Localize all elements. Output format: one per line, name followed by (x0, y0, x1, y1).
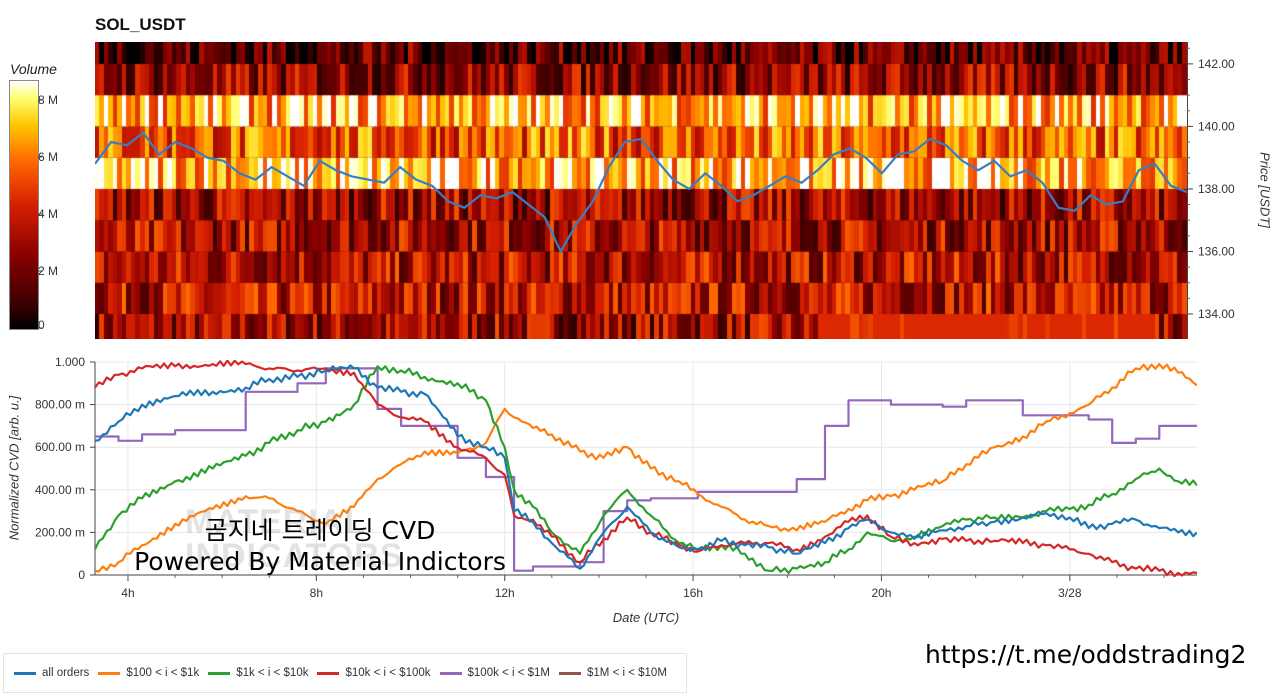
cvd-series-line (95, 363, 1197, 573)
cvd-series-line (95, 364, 1197, 570)
legend-swatch (559, 671, 581, 675)
legend-item[interactable]: $10k < i < $100k (317, 667, 431, 679)
legend-item[interactable]: $100 < i < $1k (98, 667, 199, 679)
cvd-y-axis-label: Normalized CVD [arb. u.] (6, 395, 22, 541)
cvd-y-tick-label: 800.00 m (35, 398, 85, 412)
legend-swatch (98, 671, 121, 675)
price-tick-label: 140.00 (1198, 119, 1235, 133)
cvd-series-line (95, 360, 1197, 577)
colorbar-tick-label: 2 M (38, 264, 58, 278)
telegram-url[interactable]: https://t.me/oddstrading2 (925, 640, 1247, 669)
cvd-series-line (95, 365, 1197, 575)
legend-swatch (317, 671, 340, 675)
price-tick-label: 134.00 (1198, 307, 1235, 321)
colorbar-tick-label: 4 M (38, 207, 58, 221)
volume-heatmap[interactable] (95, 42, 1187, 339)
cvd-y-tick-label: 0 (78, 568, 85, 582)
price-tick-label: 142.00 (1198, 57, 1235, 71)
legend-swatch (208, 671, 231, 675)
price-tick-label: 136.00 (1198, 244, 1235, 258)
heatmap-cells (95, 42, 1187, 339)
cvd-x-tick-label: 20h (871, 586, 891, 600)
price-line-layer (95, 131, 1187, 254)
legend-label: $100k < i < $1M (467, 667, 550, 679)
cvd-y-tick-label: 1.000 (55, 355, 85, 369)
legend-label: all orders (42, 667, 90, 679)
colorbar-title: Volume (10, 61, 57, 77)
cvd-x-axis-label: Date (UTC) (612, 610, 680, 625)
colorbar-tick-label: 8 M (38, 93, 58, 107)
price-tick-label: 138.00 (1198, 182, 1235, 196)
channel-watermark: 곰지네 트레이딩 CVD Powered By Material Indicto… (134, 515, 506, 577)
legend-item[interactable]: $1M < i < $10M (559, 667, 667, 679)
cvd-x-tick-label: 8h (310, 586, 323, 600)
price-axis: 134.00 136.00 138.00 140.00 142.00 (1187, 42, 1235, 339)
volume-colorbar (9, 80, 39, 330)
price-line (95, 131, 1187, 254)
chart-title: SOL_USDT (95, 15, 186, 34)
cvd-x-tick-label: 12h (495, 586, 515, 600)
colorbar-tick-label: 0 (38, 318, 45, 330)
legend-swatch (14, 671, 36, 675)
legend: all orders $100 < i < $1k $1k < i < $10k $1… (3, 653, 687, 693)
legend-item[interactable]: $100k < i < $1M (439, 667, 550, 679)
cvd-series-line (95, 367, 1197, 572)
legend-item[interactable]: all orders (14, 667, 89, 679)
legend-label: $1M < i < $10M (587, 667, 667, 679)
watermark-line-1: 곰지네 트레이딩 CVD (204, 516, 436, 545)
legend-label: $10k < i < $100k (345, 667, 431, 679)
price-axis-label: Price [USDT] (1257, 152, 1273, 228)
legend-label: $1k < i < $10k (236, 667, 309, 679)
cvd-y-tick-label: 400.00 m (35, 483, 85, 497)
legend-swatch (439, 671, 462, 675)
cvd-x-tick-label: 4h (121, 586, 134, 600)
cvd-x-tick-label: 3/28 (1058, 586, 1082, 600)
legend-item[interactable]: $1k < i < $10k (208, 667, 308, 679)
cvd-y-tick-label: 200.00 m (35, 525, 85, 539)
colorbar-tick-label: 6 M (38, 150, 58, 164)
legend-label: $100 < i < $1k (126, 667, 200, 679)
cvd-y-tick-label: 600.00 m (35, 440, 85, 454)
cvd-series-group (95, 360, 1197, 577)
cvd-plot[interactable]: 0 200.00 m 400.00 m 600.00 m 800.00 m 1.000 4h… (0, 355, 1210, 600)
material-indicators-watermark: MATERIAL INDICATORS (185, 503, 404, 575)
watermark-line-2: Powered By Material Indictors (134, 547, 506, 576)
cvd-x-tick-label: 16h (683, 586, 703, 600)
colorbar-tick-group: 0 2 M 4 M 6 M 8 M (38, 93, 58, 330)
